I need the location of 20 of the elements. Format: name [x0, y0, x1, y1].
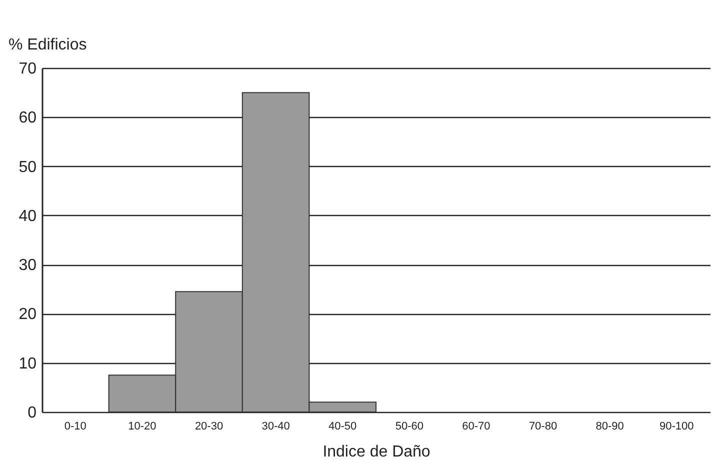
x-tick-label: 0-10: [64, 420, 86, 432]
x-tick-label: 80-90: [596, 420, 624, 432]
x-tick-label: 90-100: [659, 420, 694, 432]
x-tick-label: 70-80: [528, 420, 558, 432]
y-tick-label: 20: [18, 306, 37, 324]
y-axis-title: % Edificios: [8, 36, 87, 54]
y-tick-label: 40: [18, 208, 37, 225]
x-tick-label: 60-70: [462, 420, 490, 432]
y-tick-label: 30: [18, 257, 37, 274]
x-tick-label: 20-30: [194, 420, 224, 432]
x-tick-label: 50-60: [395, 420, 424, 432]
y-tick-label: 70: [18, 60, 37, 78]
x-axis-title: Indice de Daño: [322, 444, 430, 460]
x-tick-label: 30-40: [262, 420, 290, 432]
y-tick-label: 0: [28, 404, 37, 422]
x-tick-label: 10-20: [128, 420, 156, 432]
x-tick-label: 40-50: [328, 420, 357, 432]
y-tick-label: 60: [18, 110, 37, 127]
y-tick-label: 10: [18, 355, 37, 372]
y-tick-label: 50: [18, 158, 37, 176]
